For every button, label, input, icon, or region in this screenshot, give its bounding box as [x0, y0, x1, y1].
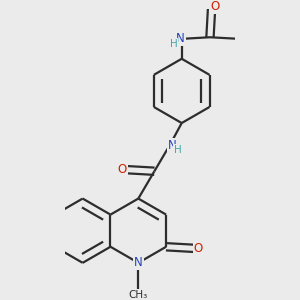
Text: H: H [170, 39, 178, 49]
Text: N: N [176, 32, 184, 45]
Text: N: N [134, 256, 143, 269]
Text: H: H [174, 145, 182, 155]
Text: O: O [118, 163, 127, 176]
Text: O: O [210, 0, 219, 14]
Text: N: N [167, 139, 176, 152]
Text: O: O [194, 242, 203, 255]
Text: CH₃: CH₃ [129, 290, 148, 300]
